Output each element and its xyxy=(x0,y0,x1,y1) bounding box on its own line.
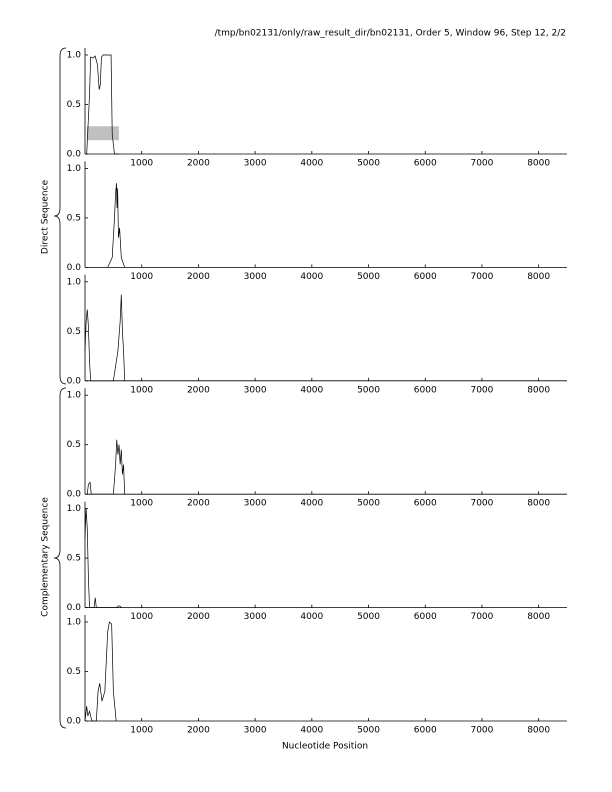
x-tick-label: 4000 xyxy=(300,272,323,282)
x-tick-label: 2000 xyxy=(187,612,210,622)
x-tick-label: 7000 xyxy=(470,385,493,395)
x-tick-label: 8000 xyxy=(527,726,550,736)
x-tick-label: 1000 xyxy=(130,385,153,395)
x-tick-label: 5000 xyxy=(357,726,380,736)
y-tick-label: 0.0 xyxy=(67,603,82,613)
x-tick-label: 3000 xyxy=(244,726,267,736)
x-tick-label: 3000 xyxy=(244,612,267,622)
x-tick-label: 4000 xyxy=(300,385,323,395)
y-tick-label: 0.0 xyxy=(67,150,82,160)
data-line xyxy=(84,508,123,608)
chart-title: /tmp/bn02131/only/raw_result_dir/bn02131… xyxy=(215,29,566,39)
x-tick-label: 3000 xyxy=(244,499,267,509)
x-tick-label: 2000 xyxy=(187,159,210,169)
y-tick-label: 1.0 xyxy=(67,504,82,514)
x-tick-label: 4000 xyxy=(300,159,323,169)
y-tick-label: 0.5 xyxy=(67,554,81,564)
x-tick-label: 1000 xyxy=(130,272,153,282)
x-tick-label: 5000 xyxy=(357,159,380,169)
data-line xyxy=(86,439,126,495)
y-tick-label: 1.0 xyxy=(67,51,82,61)
x-tick-label: 2000 xyxy=(187,499,210,509)
y-tick-label: 0.5 xyxy=(67,100,81,110)
y-tick-label: 0.5 xyxy=(67,667,81,677)
y-tick-label: 1.0 xyxy=(67,277,82,287)
y-tick-label: 0.5 xyxy=(67,213,81,223)
x-tick-label: 3000 xyxy=(244,159,267,169)
x-tick-label: 7000 xyxy=(470,726,493,736)
group-label: Direct Sequence xyxy=(41,179,51,254)
group-brace xyxy=(53,387,67,729)
x-tick-label: 6000 xyxy=(414,499,437,509)
x-tick-label: 5000 xyxy=(357,499,380,509)
x-tick-label: 3000 xyxy=(244,272,267,282)
x-tick-label: 6000 xyxy=(414,612,437,622)
x-tick-label: 7000 xyxy=(470,612,493,622)
x-tick-label: 2000 xyxy=(187,726,210,736)
group-brace xyxy=(53,47,67,385)
x-tick-label: 7000 xyxy=(470,499,493,509)
x-tick-label: 6000 xyxy=(414,159,437,169)
data-line xyxy=(84,621,117,722)
x-tick-label: 8000 xyxy=(527,612,550,622)
x-tick-label: 8000 xyxy=(527,272,550,282)
x-tick-label: 7000 xyxy=(470,159,493,169)
x-tick-label: 3000 xyxy=(244,385,267,395)
group-label: Complementary Sequence xyxy=(41,497,51,617)
x-tick-label: 1000 xyxy=(130,159,153,169)
data-line xyxy=(84,294,126,382)
x-tick-label: 8000 xyxy=(527,385,550,395)
x-tick-label: 4000 xyxy=(300,726,323,736)
y-tick-label: 1.0 xyxy=(67,391,82,401)
x-tick-label: 8000 xyxy=(527,499,550,509)
data-line xyxy=(107,183,126,268)
data-line xyxy=(86,54,120,155)
x-tick-label: 4000 xyxy=(300,499,323,509)
region xyxy=(86,126,119,141)
x-tick-label: 6000 xyxy=(414,726,437,736)
x-tick-label: 2000 xyxy=(187,272,210,282)
x-tick-label: 5000 xyxy=(357,272,380,282)
x-tick-label: 8000 xyxy=(527,159,550,169)
y-tick-label: 0.0 xyxy=(67,490,82,500)
x-tick-label: 6000 xyxy=(414,385,437,395)
y-tick-label: 1.0 xyxy=(67,618,82,628)
y-tick-label: 1.0 xyxy=(67,164,82,174)
x-tick-label: 4000 xyxy=(300,612,323,622)
x-tick-label: 1000 xyxy=(130,612,153,622)
x-tick-label: 1000 xyxy=(130,726,153,736)
y-tick-label: 0.5 xyxy=(67,327,81,337)
y-tick-label: 0.0 xyxy=(67,717,82,727)
x-tick-label: 5000 xyxy=(357,612,380,622)
x-tick-label: 5000 xyxy=(357,385,380,395)
y-tick-label: 0.0 xyxy=(67,376,82,386)
x-tick-label: 6000 xyxy=(414,272,437,282)
x-tick-label: 1000 xyxy=(130,499,153,509)
x-axis-label: Nucleotide Position xyxy=(282,742,368,752)
x-tick-label: 2000 xyxy=(187,385,210,395)
y-tick-label: 0.5 xyxy=(67,440,81,450)
x-tick-label: 7000 xyxy=(470,272,493,282)
y-tick-label: 0.0 xyxy=(67,263,82,273)
